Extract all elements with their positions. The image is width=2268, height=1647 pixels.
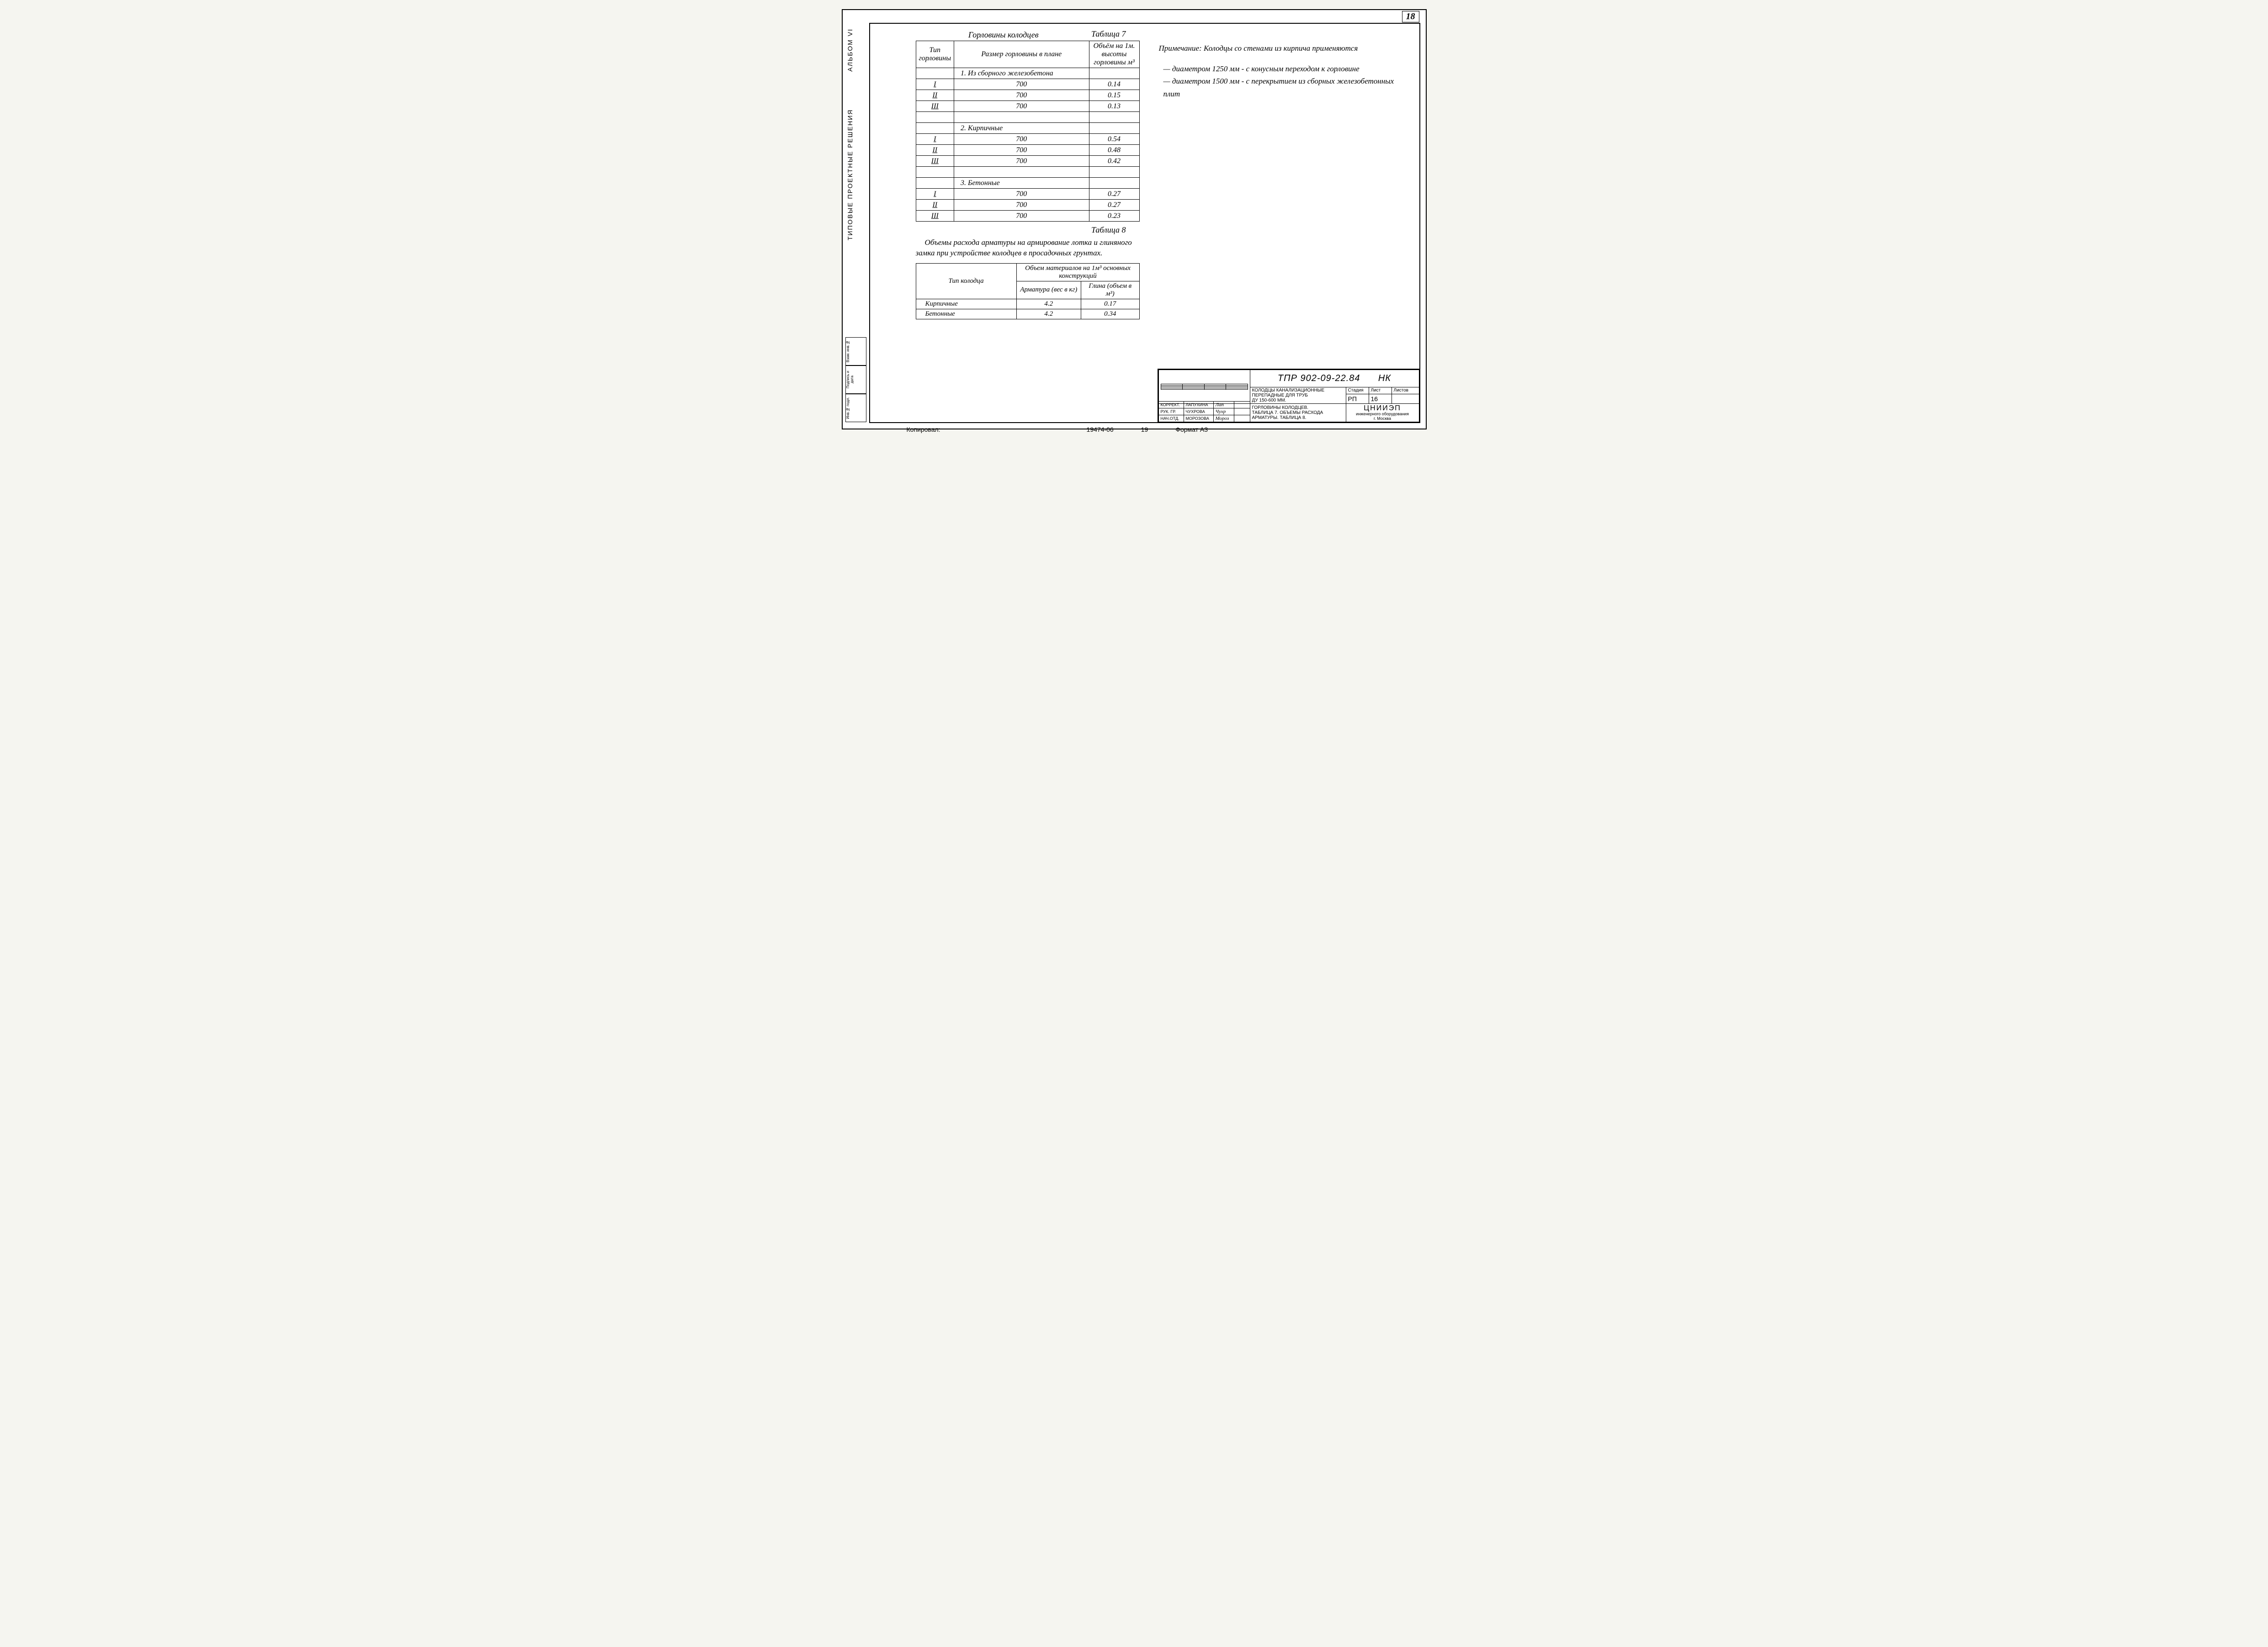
tb-sheets-hdr: Листов	[1392, 387, 1419, 394]
table7-type: I	[916, 189, 954, 200]
table8-head-group: Объем материалов на 1м³ основных констру…	[1016, 263, 1139, 281]
inner-frame: Горловины колодцев Таблица 7 Тип горлови…	[869, 23, 1420, 423]
table7-vol: 0.27	[1089, 189, 1139, 200]
footer-archive: 19474-06	[1087, 426, 1114, 433]
table7-vol: 0.23	[1089, 211, 1139, 222]
table7-section-heading: 3. Бетонные	[954, 178, 1089, 189]
side-label-tip: Типовые проектные решения	[846, 92, 854, 257]
table7-col-size: Размер горловины в плане	[954, 41, 1089, 68]
table7-type: II	[916, 90, 954, 101]
table8-clay: 0.17	[1081, 299, 1139, 309]
table7-vol: 0.48	[1089, 145, 1139, 156]
table8-col-arm: Арматура (вес в кг)	[1016, 281, 1081, 299]
note-item: — диаметром 1500 мм - с перекрытием из с…	[1159, 75, 1406, 100]
tb-role: Нач.отд.	[1158, 415, 1184, 422]
table7-title: Горловины колодцев	[916, 30, 1091, 40]
tb-sheet-line: арматуры. Таблица 8.	[1252, 415, 1344, 420]
tb-sheet-hdr: Лист	[1369, 387, 1392, 394]
tb-role: Коррект.	[1158, 402, 1184, 408]
footer-qty: 19	[1141, 426, 1148, 433]
tb-sheet-line: Таблица 7. Объемы расхода	[1252, 410, 1344, 415]
tb-code: ТПР 902-09-22.84	[1278, 373, 1360, 383]
tb-code-suffix: НК	[1378, 373, 1391, 383]
table8-col-clay: Глина (объем в м³)	[1081, 281, 1139, 299]
page-number: 18	[1402, 11, 1419, 22]
table7-size: 700	[954, 145, 1089, 156]
table7-size: 700	[954, 90, 1089, 101]
title-block: ТПР 902-09-22.84 НК Колодцы канализацион…	[1158, 369, 1419, 422]
table7-vol: 0.54	[1089, 134, 1139, 145]
tb-org3: г. Москва	[1348, 417, 1417, 421]
table7-type: II	[916, 200, 954, 211]
drawing-sheet: 18 Альбом VI Типовые проектные решения В…	[842, 9, 1427, 429]
table7-col-vol: Объём на 1м. высоты горловины м³	[1089, 41, 1139, 68]
table7-type: II	[916, 145, 954, 156]
tb-role: Рук. гр.	[1158, 408, 1184, 415]
tb-org: ЦНИИЭП	[1348, 404, 1417, 413]
footer-kopiroval: Копировал:	[907, 426, 940, 433]
table7-type: III	[916, 156, 954, 167]
tb-sheets	[1392, 394, 1419, 403]
table7-vol: 0.27	[1089, 200, 1139, 211]
table8-caption: Объемы расхода арматуры на армирование л…	[916, 238, 1140, 259]
table8-name: Бетонные	[916, 309, 1016, 319]
table8-name: Кирпичные	[916, 299, 1016, 309]
tb-sheet-line: Горловины колодцев.	[1252, 405, 1344, 410]
table7-vol: 0.15	[1089, 90, 1139, 101]
tb-name: Лапухина	[1184, 402, 1213, 408]
table8-arm: 4.2	[1016, 309, 1081, 319]
side-box: Взам. инв.№	[845, 337, 866, 365]
table8-clay: 0.34	[1081, 309, 1139, 319]
tb-stage: РП	[1346, 394, 1369, 403]
tb-project-line: Колодцы канализационные	[1252, 388, 1344, 393]
tb-project-line: перепадные для труб	[1252, 393, 1344, 398]
table7: Тип горловины Размер горловины в плане О…	[916, 41, 1140, 222]
side-label-album: Альбом VI	[846, 28, 854, 72]
table7-type: I	[916, 79, 954, 90]
tb-project-line: ду 150-600 мм.	[1252, 398, 1344, 403]
table7-size: 700	[954, 79, 1089, 90]
table7-type: I	[916, 134, 954, 145]
tb-sheet: 16	[1369, 394, 1392, 403]
footer: Копировал: 19474-06 19 Формат А3	[870, 426, 1419, 433]
side-box: Подпись и дата	[845, 365, 866, 394]
left-column: Горловины колодцев Таблица 7 Тип горлови…	[916, 29, 1140, 319]
table7-size: 700	[954, 200, 1089, 211]
table7-size: 700	[954, 189, 1089, 200]
note-item: — диаметром 1250 мм - с конусным переход…	[1159, 63, 1406, 75]
tb-sign: Лап	[1213, 402, 1234, 408]
side-registration-boxes: Взам. инв.№ Подпись и дата Инв.№ подл.	[845, 337, 866, 422]
tb-sign: Чухр	[1213, 408, 1234, 415]
notes-block: Примечание: Колодцы со стенами из кирпич…	[1159, 42, 1406, 100]
side-box: Инв.№ подл.	[845, 394, 866, 422]
table7-section-heading: 1. Из сборного железобетона	[954, 68, 1089, 79]
table8-col-name: Тип колодца	[916, 263, 1016, 299]
footer-format: Формат А3	[1175, 426, 1208, 433]
table7-type: III	[916, 211, 954, 222]
tb-stage-hdr: Стадия	[1346, 387, 1369, 394]
table7-number: Таблица 7	[1091, 29, 1140, 41]
tb-sign: Мороз	[1213, 415, 1234, 422]
table7-vol: 0.42	[1089, 156, 1139, 167]
tb-name: Чухрова	[1184, 408, 1213, 415]
table8-arm: 4.2	[1016, 299, 1081, 309]
table8: Тип колодца Объем материалов на 1м³ осно…	[916, 263, 1140, 319]
table7-section-heading: 2. Кирпичные	[954, 123, 1089, 134]
table7-size: 700	[954, 101, 1089, 112]
table7-size: 700	[954, 156, 1089, 167]
table7-vol: 0.14	[1089, 79, 1139, 90]
table7-type: III	[916, 101, 954, 112]
tb-name: Морозова	[1184, 415, 1213, 422]
note-lead: Примечание: Колодцы со стенами из кирпич…	[1159, 42, 1406, 54]
table7-vol: 0.13	[1089, 101, 1139, 112]
table7-size: 700	[954, 134, 1089, 145]
table7-col-type: Тип горловины	[916, 41, 954, 68]
table7-size: 700	[954, 211, 1089, 222]
table8-number: Таблица 8	[916, 225, 1140, 235]
